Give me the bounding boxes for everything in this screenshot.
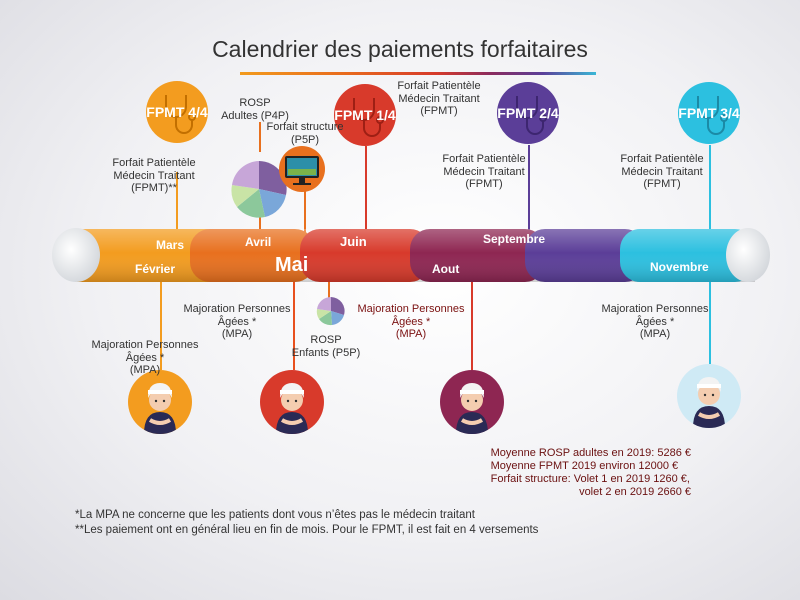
forfait-structure-badge: [279, 146, 325, 192]
elderly-person-icon: [276, 383, 308, 434]
label-fpmt-nov: Forfait Patientèle Médecin Traitant (FPM…: [620, 153, 704, 190]
stethoscope-icon: [697, 96, 728, 135]
connector-rosp-adultes-2: [259, 205, 261, 235]
connector-mpa-nov: [709, 282, 711, 364]
fpmt-1-4-label: FPMT 1/4: [334, 107, 396, 123]
label-mpa-aout: Majoration Personnes Âgées * (MPA): [357, 303, 465, 340]
connector-mpa-fevrier: [160, 282, 162, 370]
stethoscope-icon: [516, 96, 547, 135]
month-aout: Aout: [432, 262, 460, 276]
fpmt-4-4-badge: FPMT 4/4: [146, 81, 208, 143]
stethoscope-icon: [353, 98, 384, 137]
pie-chart-icon: [316, 296, 345, 326]
connector-rosp-enfants: [328, 282, 330, 298]
fpmt-3-4-badge: FPMT 3/4: [678, 82, 740, 144]
month-mars: Mars: [156, 238, 185, 252]
mpa-nov-person: [677, 364, 741, 428]
fpmt-3-4-label: FPMT 3/4: [678, 105, 740, 121]
connector-mpa-aout: [471, 282, 473, 370]
connector-rosp-adultes: [259, 122, 261, 152]
label-rosp-adultes: ROSP Adultes (P4P): [221, 97, 289, 122]
connector-fpmt-1-4: [365, 146, 367, 232]
connector-fpmt-3-4: [709, 145, 711, 232]
label-fpmt-left: Forfait Patientèle Médecin Traitant (FPM…: [112, 157, 196, 194]
footnotes: *La MPA ne concerne que les patients don…: [75, 508, 538, 538]
stats-block: Moyenne ROSP adultes en 2019: 5286 € Moy…: [490, 447, 691, 498]
mpa-mai-person: [260, 370, 324, 434]
label-fpmt-sept: Forfait Patientèle Médecin Traitant (FPM…: [442, 153, 526, 190]
fpmt-4-4-label: FPMT 4/4: [146, 104, 208, 120]
pie-chart-icon: [231, 161, 287, 218]
timeline-shade: [75, 229, 755, 282]
title-underline: [240, 72, 596, 75]
month-novembre: Novembre: [650, 260, 709, 274]
elderly-person-icon: [144, 383, 176, 434]
month-fevrier: Février: [135, 262, 176, 276]
label-mpa-fevrier: Majoration Personnes Âgées * (MPA): [91, 339, 199, 376]
month-avril: Avril: [245, 235, 272, 249]
connector-fpmt-2-4: [528, 145, 530, 232]
fpmt-2-4-badge: FPMT 2/4: [497, 82, 559, 144]
footnote-mpa: *La MPA ne concerne que les patients don…: [75, 509, 475, 521]
timeline-left-cap: [52, 228, 100, 282]
connector-fpmt-4-4: [176, 172, 178, 234]
fpmt-2-4-label: FPMT 2/4: [497, 105, 559, 121]
label-mpa-nov: Majoration Personnes Âgées * (MPA): [601, 303, 709, 340]
monitor-icon: [285, 156, 319, 185]
mpa-aout-person: [440, 370, 504, 434]
label-rosp-enfants: ROSP Enfants (P5P): [291, 334, 361, 359]
stethoscope-icon: [165, 95, 196, 134]
page-title: Calendrier des paiements forfaitaires: [212, 36, 588, 62]
label-mpa-mai: Majoration Personnes Âgées * (MPA): [183, 303, 291, 340]
label-forfait-structure: Forfait structure (P5P): [266, 121, 344, 146]
label-fpmt-top: Forfait Patientèle Médecin Traitant (FPM…: [397, 80, 481, 117]
month-mai: Mai: [275, 254, 309, 276]
connector-forfait-structure: [304, 190, 306, 235]
elderly-person-icon: [693, 377, 725, 428]
mpa-fevrier-person: [128, 370, 192, 434]
month-juin: Juin: [340, 234, 367, 249]
fpmt-1-4-badge: FPMT 1/4: [334, 84, 396, 146]
connector-mpa-mai: [293, 282, 295, 370]
month-septembre: Septembre: [483, 232, 546, 246]
timeline-right-cap: [726, 228, 770, 282]
elderly-person-icon: [456, 383, 488, 434]
footnote-paiement: **Les paiement ont en général lieu en fi…: [75, 524, 539, 536]
